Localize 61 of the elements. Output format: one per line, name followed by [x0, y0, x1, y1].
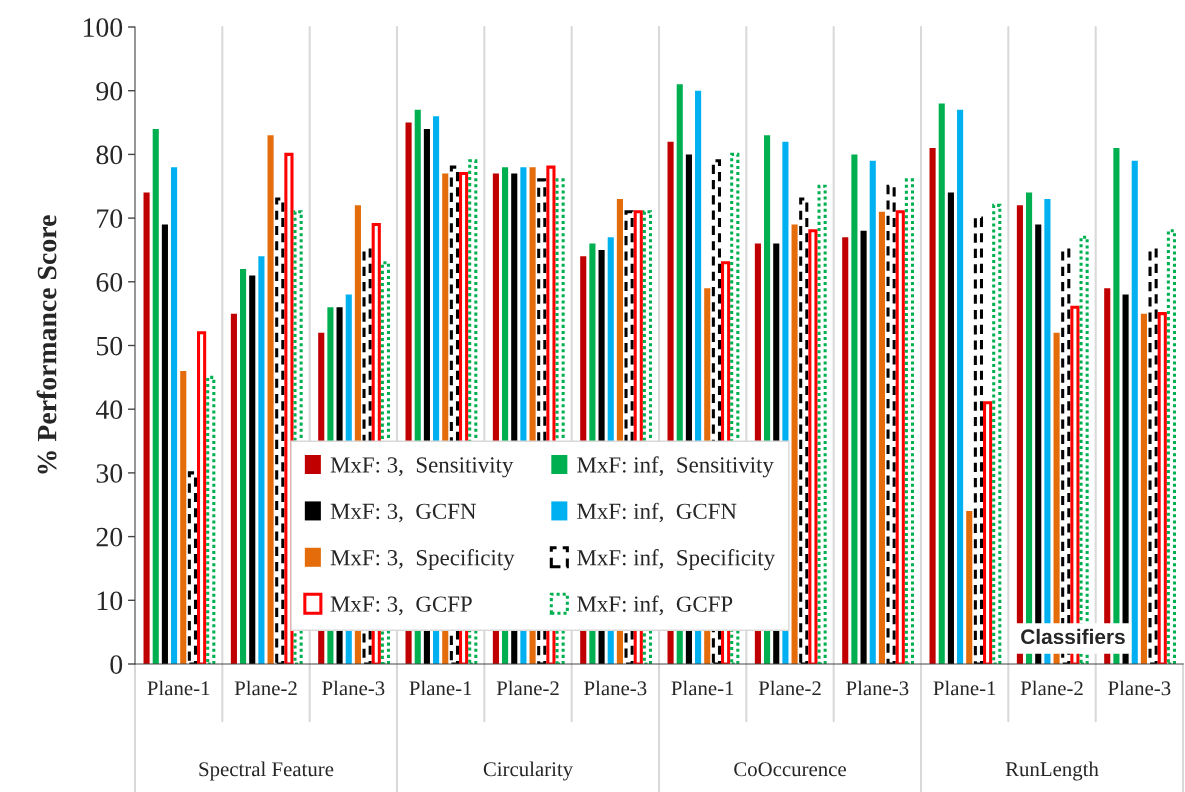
- y-tick-label: 10: [97, 591, 123, 611]
- bar: [791, 224, 798, 664]
- bar: [267, 135, 274, 664]
- x-tick-label: Plane-3: [1108, 680, 1171, 696]
- y-tick-label: 20: [96, 527, 123, 547]
- text: Circularity: [483, 761, 574, 781]
- bar: [240, 269, 247, 664]
- bar: [878, 211, 885, 664]
- x-tick-label: Plane-3: [846, 680, 909, 696]
- legend-label: MxF: inf, Specificity: [577, 549, 776, 571]
- x-tick-label: Plane-3: [322, 680, 385, 696]
- text: Spectral Feature: [199, 761, 334, 781]
- x-tick-label: Plane-1: [409, 680, 472, 696]
- y-tick-label: 0: [110, 655, 123, 674]
- bar: [929, 148, 936, 664]
- x-tick-label: Plane-2: [1020, 680, 1083, 696]
- y-tick-label: 80: [96, 145, 123, 165]
- bar: [161, 224, 168, 664]
- text: RunLength: [1005, 761, 1099, 781]
- bar: [860, 230, 867, 664]
- bar: [842, 237, 849, 664]
- text: CoOccurence: [734, 762, 846, 777]
- bar: [947, 192, 954, 664]
- bar: [249, 275, 256, 664]
- y-axis-title: % Performance Score: [36, 215, 57, 474]
- bar: [1131, 160, 1138, 664]
- y-tick-label: 50: [97, 336, 123, 356]
- legend-label: MxF: inf, GCFP: [577, 595, 733, 616]
- bar: [966, 511, 973, 664]
- legend-label: MxF: 3, Specificity: [330, 549, 515, 571]
- x-tick-label: Plane-1: [933, 680, 996, 696]
- bar: [1140, 313, 1147, 664]
- x-tick-label: Plane-1: [147, 680, 210, 696]
- y-tick-label: 100: [83, 18, 123, 37]
- legend-label: MxF: 3, Sensitivity: [330, 457, 514, 478]
- y-tick-label: 30: [96, 464, 123, 483]
- legend-label: MxF: inf, GCFN: [577, 502, 737, 523]
- bar: [851, 154, 858, 664]
- bar: [1016, 205, 1023, 664]
- bar: [230, 313, 237, 664]
- y-tick-label: 70: [97, 209, 123, 229]
- y-tick-label: 90: [96, 81, 123, 101]
- bar: [258, 256, 265, 664]
- bar: [152, 128, 159, 664]
- x-tick-label: Plane-3: [584, 680, 647, 696]
- y-tick-label: 40: [95, 400, 123, 420]
- x-tick-label: Plane-2: [758, 680, 821, 696]
- legend-label: MxF: 3, GCFP: [330, 596, 472, 616]
- annotation: Classifiers: [1021, 628, 1125, 645]
- bar: [180, 370, 187, 664]
- bar: [171, 167, 178, 664]
- x-tick-label: Plane-1: [671, 680, 734, 696]
- bar: [938, 103, 945, 664]
- legend-label: MxF: inf, Sensitivity: [577, 456, 774, 478]
- bar: [957, 109, 964, 664]
- bar: [869, 160, 876, 664]
- x-tick-label: Plane-2: [234, 680, 297, 696]
- x-tick-label: Plane-2: [496, 680, 559, 696]
- bar: [143, 192, 150, 664]
- y-tick-label: 60: [96, 272, 123, 292]
- legend-label: MxF: 3, GCFN: [330, 503, 476, 523]
